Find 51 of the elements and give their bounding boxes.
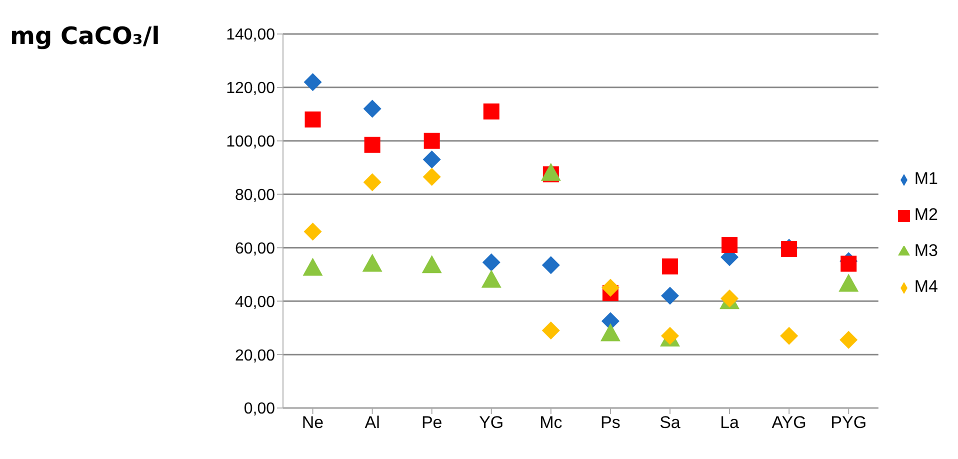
point — [840, 256, 857, 272]
point — [363, 173, 382, 192]
legend-label: M2 — [914, 205, 938, 224]
point — [304, 73, 322, 92]
x-tick-label: Ne — [302, 413, 324, 432]
point — [481, 270, 502, 288]
point — [302, 258, 323, 276]
y-tick-label: 20,00 — [234, 347, 276, 364]
point — [424, 132, 440, 149]
point — [662, 258, 678, 274]
point — [304, 111, 321, 128]
x-tick-label: Ps — [600, 413, 620, 432]
y-tick-label: 60,00 — [234, 240, 276, 258]
y-tick-label: 100,00 — [226, 134, 276, 151]
point — [482, 253, 500, 272]
point — [722, 237, 738, 254]
point — [838, 274, 859, 292]
x-tick-label: Al — [364, 413, 380, 432]
point — [660, 286, 679, 305]
point — [542, 256, 560, 274]
y-tick-label: 0,00 — [244, 400, 276, 418]
point — [483, 103, 500, 120]
y-axis-title: mg CaCO₃/l — [10, 22, 160, 50]
legend-label: M4 — [914, 277, 938, 296]
point — [781, 241, 798, 258]
point — [542, 322, 560, 340]
legend-label: M3 — [914, 241, 938, 260]
point — [364, 136, 380, 153]
x-tick-label: Mc — [540, 413, 563, 432]
x-tick-label: YG — [479, 413, 504, 432]
point — [422, 168, 441, 186]
y-tick-label: 140,00 — [226, 26, 276, 44]
point — [304, 222, 322, 241]
y-tick-label: 40,00 — [234, 294, 276, 311]
point — [422, 150, 441, 169]
x-tick-label: Sa — [660, 413, 681, 432]
x-tick-label: AYG — [772, 413, 806, 432]
legend-label: M1 — [914, 169, 938, 188]
point — [600, 323, 620, 342]
x-tick-label: PYG — [830, 413, 867, 432]
point — [422, 255, 442, 274]
point — [363, 100, 382, 118]
y-tick-label: 80,00 — [234, 186, 276, 204]
point — [780, 326, 798, 345]
y-tick-label: 120,00 — [226, 80, 276, 98]
point — [362, 254, 382, 272]
x-tick-label: La — [720, 413, 740, 432]
x-tick-label: Pe — [421, 413, 442, 432]
point — [601, 278, 620, 297]
point — [540, 162, 561, 181]
point — [840, 330, 858, 349]
